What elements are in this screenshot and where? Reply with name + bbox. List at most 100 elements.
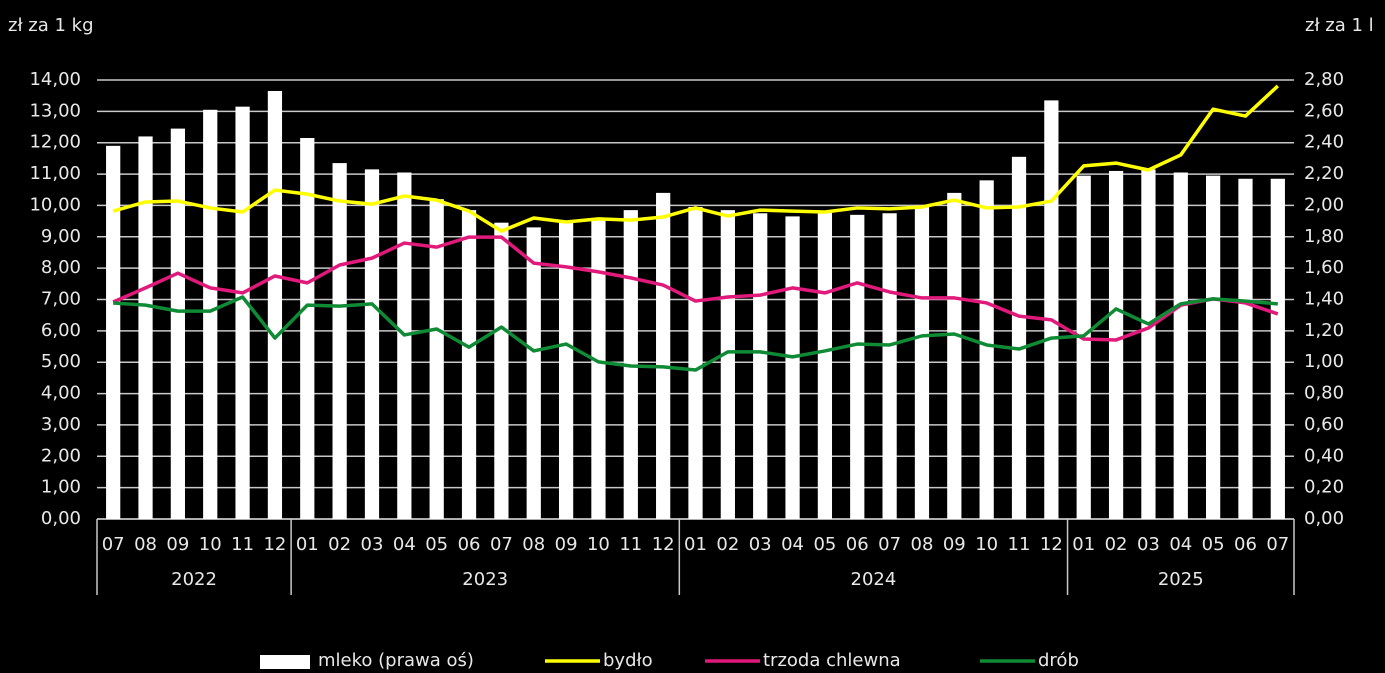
- bar: [397, 172, 412, 519]
- bar: [558, 222, 574, 520]
- bar: [1044, 100, 1059, 519]
- group-label: 2022: [171, 569, 217, 590]
- x-tick-label: 04: [1169, 534, 1192, 555]
- x-tick-label: 02: [1105, 534, 1128, 555]
- y-tick-label: 14,00: [29, 69, 81, 90]
- y-tick-label: 3,00: [41, 414, 81, 435]
- group-label: 2024: [851, 569, 897, 590]
- y-tick-label: 8,00: [41, 257, 81, 278]
- y2-tick-label: 1,20: [1304, 320, 1344, 341]
- y-tick-label: 6,00: [41, 320, 81, 341]
- x-tick-label: 08: [134, 534, 157, 555]
- x-tick-label: 02: [716, 534, 739, 555]
- y-tick-label: 9,00: [41, 226, 81, 247]
- bar: [526, 227, 541, 519]
- legend-label: bydło: [603, 650, 653, 671]
- bar: [947, 192, 962, 519]
- x-tick-label: 07: [1266, 534, 1289, 555]
- x-tick-label: 06: [458, 534, 481, 555]
- y2-tick-label: 1,60: [1304, 257, 1344, 278]
- bar: [979, 180, 994, 520]
- x-tick-label: 05: [425, 534, 448, 555]
- y2-tick-label: 0,00: [1304, 508, 1344, 529]
- x-tick-label: 05: [813, 534, 836, 555]
- bar: [300, 138, 315, 519]
- bar: [591, 217, 606, 519]
- y2-tick-label: 0,20: [1304, 477, 1344, 498]
- x-tick-label: 09: [943, 534, 966, 555]
- bar: [1141, 169, 1156, 519]
- y2-tick-label: 2,80: [1304, 69, 1344, 90]
- x-tick-label: 12: [263, 534, 286, 555]
- bar: [914, 205, 930, 519]
- bar: [1206, 175, 1221, 519]
- legend-swatch: [260, 655, 310, 669]
- bar: [429, 199, 444, 519]
- y-axis-label: zł za 1 kg: [8, 15, 94, 36]
- y-tick-label: 4,00: [41, 383, 81, 404]
- x-tick-label: 10: [975, 534, 998, 555]
- x-tick-label: 05: [1202, 534, 1225, 555]
- group-label: 2025: [1158, 569, 1204, 590]
- legend-label: trzoda chlewna: [763, 650, 901, 671]
- bar: [656, 192, 671, 519]
- x-tick-label: 07: [102, 534, 125, 555]
- x-tick-label: 06: [846, 534, 869, 555]
- bar: [461, 210, 477, 519]
- x-tick-label: 08: [522, 534, 545, 555]
- y2-tick-label: 0,60: [1304, 414, 1344, 435]
- y-tick-label: 13,00: [29, 100, 81, 121]
- bar: [753, 213, 768, 519]
- y2-tick-label: 0,80: [1304, 383, 1344, 404]
- x-tick-label: 03: [361, 534, 384, 555]
- line: [112, 235, 1279, 342]
- y-tick-label: 7,00: [41, 289, 81, 310]
- x-tick-label: 11: [231, 534, 254, 555]
- legend-label: mleko (prawa oś): [318, 650, 474, 671]
- x-tick-label: 07: [878, 534, 901, 555]
- x-tick-label: 07: [490, 534, 513, 555]
- bar: [170, 128, 185, 519]
- bar: [1011, 156, 1027, 519]
- y2-axis-label: zł za 1 l: [1305, 15, 1374, 36]
- y2-tick-label: 1,00: [1304, 351, 1344, 372]
- x-tick-label: 01: [296, 534, 319, 555]
- x-tick-label: 01: [684, 534, 707, 555]
- legend-label: drób: [1038, 650, 1079, 671]
- y-tick-label: 10,00: [29, 194, 81, 215]
- bar: [1108, 170, 1124, 519]
- x-tick-label: 11: [619, 534, 642, 555]
- x-tick-label: 10: [199, 534, 222, 555]
- y-tick-label: 5,00: [41, 351, 81, 372]
- bar: [1173, 172, 1188, 519]
- bar: [267, 90, 283, 519]
- bar: [106, 145, 121, 519]
- y-tick-label: 2,00: [41, 445, 81, 466]
- x-tick-label: 12: [1040, 534, 1063, 555]
- x-tick-label: 02: [328, 534, 351, 555]
- y-tick-label: 12,00: [29, 132, 81, 153]
- y2-tick-label: 0,40: [1304, 445, 1344, 466]
- line: [112, 84, 1280, 233]
- x-tick-label: 09: [555, 534, 578, 555]
- bar: [688, 206, 703, 519]
- x-tick-label: 03: [749, 534, 772, 555]
- y2-tick-label: 1,40: [1304, 289, 1344, 310]
- x-tick-label: 03: [1137, 534, 1160, 555]
- y2-tick-label: 2,60: [1304, 100, 1344, 121]
- line: [113, 295, 1278, 372]
- x-tick-label: 06: [1234, 534, 1257, 555]
- bar: [138, 136, 153, 519]
- bar: [1238, 178, 1253, 519]
- x-tick-label: 04: [781, 534, 804, 555]
- bar: [235, 106, 250, 520]
- x-tick-label: 04: [393, 534, 416, 555]
- bar: [364, 169, 380, 519]
- y-tick-label: 0,00: [41, 508, 81, 529]
- x-tick-label: 09: [166, 534, 189, 555]
- y2-tick-label: 1,80: [1304, 226, 1344, 247]
- bar: [882, 213, 897, 519]
- y2-tick-label: 2,00: [1304, 194, 1344, 215]
- x-tick-label: 01: [1072, 534, 1095, 555]
